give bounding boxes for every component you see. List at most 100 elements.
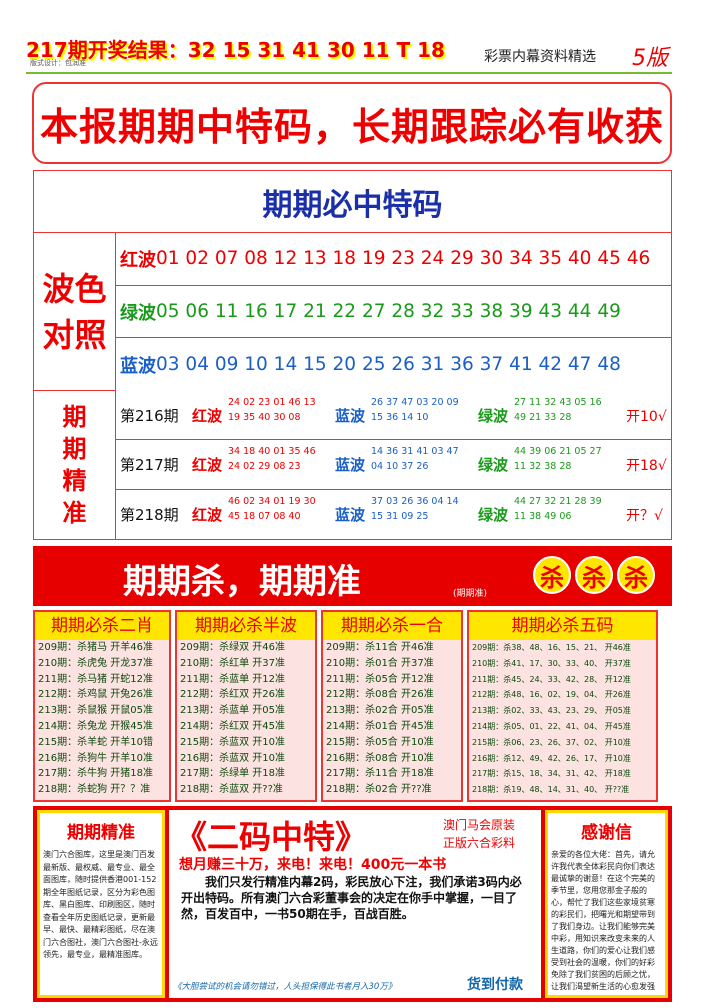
kill-row: 210期：杀41、17、30、33、40、 开37准 <box>472 658 631 668</box>
predict-numbers: 37 03 26 36 04 14 <box>371 495 459 507</box>
predict-wave-label: 蓝波 <box>335 456 366 475</box>
ad-section: 期期精准 澳门六合图库，这里是澳门百发最新版、最权威、最专业、最全面图库，随时提… <box>33 806 672 1002</box>
wave-row: 绿波 05 06 11 16 17 21 22 27 28 32 33 38 39… <box>116 286 671 339</box>
kill-row: 214期：杀兔龙 开猴45准 <box>38 720 153 732</box>
predict-period: 第217期 <box>120 456 179 475</box>
kill-column-title: 期期必杀一合 <box>323 612 461 640</box>
kill-row: 213期：杀蓝单 开05准 <box>180 705 285 717</box>
kill-row: 209期：杀绿双 开46准 <box>180 642 285 653</box>
ad-slogan: 想月赚三十万，来电！来电！400元一本书 <box>179 857 447 873</box>
predict-label-char: 期 <box>62 403 87 431</box>
predict-wave-label: 红波 <box>192 505 223 524</box>
kill-row: 217期：杀牛狗 开猪18准 <box>38 768 153 780</box>
predict-numbers: 24 02 29 08 23 <box>228 461 301 473</box>
predict-row: 第216期 红波 24 02 23 01 46 13 19 35 40 30 08 蓝波… <box>116 391 671 441</box>
ad-main: 《二码中特》 澳门马会原装 正版六合彩料 想月赚三十万，来电！来电！400元一本… <box>169 810 541 998</box>
kill-column: 期期必杀半波 209期：杀绿双 开46准 210期：杀红单 开37准 211期：杀蓝单… <box>175 610 317 802</box>
kill-row: 218期：杀蛇狗 开？？准 <box>38 784 151 796</box>
predict-wave-label: 红波 <box>192 456 223 475</box>
predict-numbers: 15 31 09 25 <box>371 510 429 522</box>
predict-row: 第217期 红波 34 18 40 01 35 46 24 02 29 08 23 蓝波… <box>116 440 671 490</box>
kill-row: 214期：杀红双 开45准 <box>180 720 285 732</box>
kill-row: 211期：杀45、24、33、42、28、 开12准 <box>472 674 631 684</box>
predict-label-char: 准 <box>62 499 87 527</box>
wave-numbers: 01 02 07 08 12 13 18 19 23 24 29 30 34 3… <box>156 248 651 270</box>
kill-column: 期期必杀一合 209期：杀11合 开46准 210期：杀01合 开37准 211期：杀… <box>321 610 463 802</box>
kill-row: 215期：杀05合 开10准 <box>326 736 434 748</box>
wave-row: 蓝波 03 04 09 10 14 15 20 25 26 31 36 37 41… <box>116 338 671 391</box>
kill-row: 216期：杀08合 开10准 <box>326 752 434 764</box>
predict-label: 期期精准 <box>34 391 116 539</box>
predict-wave-label: 绿波 <box>478 456 509 475</box>
special-title: 期期必中特码 <box>34 171 671 233</box>
predict-numbers: 46 02 34 01 19 30 <box>228 495 316 507</box>
predict-row: 第218期 红波 46 02 34 01 19 30 45 18 07 08 40 蓝波… <box>116 490 671 539</box>
ad-left-title: 期期精准 <box>67 823 135 843</box>
wave-table: 红波 01 02 07 08 12 13 18 19 23 24 29 30 34… <box>116 233 671 391</box>
header-rule <box>26 72 672 74</box>
kill-column-title: 期期必杀半波 <box>177 612 315 640</box>
predict-numbers: 14 36 31 41 03 47 <box>371 446 459 458</box>
header-title: 217期开奖结果：32 15 31 41 30 11 T 18 <box>26 38 445 62</box>
kill-row: 210期：杀01合 开37准 <box>326 657 434 669</box>
kill-row: 211期：杀05合 开12准 <box>326 673 434 685</box>
kill-badge: 杀 <box>617 556 655 594</box>
kill-row: 212期：杀48、16、02、19、04、 开26准 <box>472 690 631 700</box>
ad-left-text: 澳门六合图库，这里是澳门百发最新版、最权威、最专业、最全面图库，随时提供香港00… <box>43 850 158 959</box>
ad-right: 感谢信 亲爱的各位大佬：首先，请允许我代表全体彩民向你们表达最诚挚的谢意！在这个… <box>545 810 668 998</box>
ad-main-title: 《二码中特》 <box>175 818 368 856</box>
kill-column-title: 期期必杀二肖 <box>35 612 169 640</box>
kill-row: 215期：杀06、23、26、37、02、 开10准 <box>472 737 631 747</box>
kill-row: 213期：杀02合 开05准 <box>326 705 434 717</box>
header-designer: 版式设计：包润准 <box>30 59 86 67</box>
kill-row: 216期：杀蓝双 开10准 <box>180 752 285 764</box>
predict-numbers: 45 18 07 08 40 <box>228 510 301 522</box>
kill-bar: 期期杀，期期准 (期期准) 杀杀杀 <box>33 546 672 606</box>
predict-wave-label: 绿波 <box>478 407 509 425</box>
predict-numbers: 15 36 14 10 <box>371 412 429 423</box>
kill-row: 211期：杀马猪 开蛇12准 <box>38 673 153 685</box>
predict-label-char: 精 <box>62 467 87 495</box>
ad-body: 我们只发行精准内幕2码，彩民放心下注，我们承诺3码内必开出特码。所有澳门六合彩董… <box>181 875 522 921</box>
predict-numbers: 49 21 33 28 <box>514 412 572 423</box>
predict-numbers: 19 35 40 30 08 <box>228 412 301 423</box>
ad-right-title: 感谢信 <box>581 823 632 843</box>
wave-label: 波色 对照 <box>34 233 116 391</box>
ad-tag: 澳门马会原装 <box>443 818 516 832</box>
kill-badge: 杀 <box>533 556 571 594</box>
kill-row: 212期：杀08合 开26准 <box>326 689 434 701</box>
predict-wave-label: 蓝波 <box>335 407 366 425</box>
kill-note: (期期准) <box>453 589 488 599</box>
kill-row: 216期：杀狗牛 开羊10准 <box>38 752 153 764</box>
banner: 本报期期中特码，长期跟踪必有收获 <box>32 82 672 164</box>
predict-numbers: 04 10 37 26 <box>371 461 429 473</box>
kill-row: 215期：杀羊蛇 开羊10错 <box>38 736 153 748</box>
kill-column: 期期必杀二肖 209期：杀猪马 开羊46准 210期：杀虎兔 开龙37准 211期：杀… <box>33 610 171 802</box>
kill-row: 218期：杀19、48、14、31、40、 开??准 <box>472 785 630 795</box>
kill-column: 期期必杀五码 209期：杀38、48、16、15、21、 开46准 210期：杀41… <box>467 610 658 802</box>
kill-row: 214期：杀05、01、22、41、04、 开45准 <box>472 721 631 731</box>
kill-row: 218期：杀02合 开??准 <box>326 784 432 796</box>
ad-pay: 货到付款 <box>467 977 523 993</box>
predict-result: 开10√ <box>626 409 667 425</box>
kill-row: 209期：杀38、48、16、15、21、 开46准 <box>472 643 631 652</box>
wave-numbers: 03 04 09 10 14 15 20 25 26 31 36 37 41 4… <box>156 354 621 376</box>
kill-row: 213期：杀鼠猴 开鼠05准 <box>38 705 153 717</box>
predict-label-char: 期 <box>62 435 87 463</box>
ad-left: 期期精准 澳门六合图库，这里是澳门百发最新版、最权威、最专业、最全面图库，随时提… <box>37 810 165 998</box>
wave-name: 绿波 <box>120 302 156 324</box>
predict-numbers: 24 02 23 01 46 13 <box>228 397 316 408</box>
kill-row: 218期：杀蓝双 开??准 <box>180 784 283 796</box>
predict-result: 开？√ <box>626 507 663 524</box>
kill-column-title: 期期必杀五码 <box>469 612 656 640</box>
predict-numbers: 34 18 40 01 35 46 <box>228 446 316 458</box>
wave-numbers: 05 06 11 16 17 21 22 27 28 32 33 38 39 4… <box>156 301 621 323</box>
special-section: 期期必中特码 波色 对照 红波 01 02 07 08 12 13 18 19 23… <box>33 170 672 540</box>
kill-row: 212期：杀鸡鼠 开兔26准 <box>38 689 153 701</box>
ad-footer: 《大胆尝试的机会请勿错过，人头担保得此书者月入30万》 <box>173 982 397 992</box>
kill-row: 217期：杀绿单 开18准 <box>180 768 285 780</box>
kill-row: 209期：杀猪马 开羊46准 <box>38 642 153 653</box>
wave-name: 红波 <box>120 249 156 271</box>
predict-numbers: 44 39 06 21 05 27 <box>514 446 602 458</box>
